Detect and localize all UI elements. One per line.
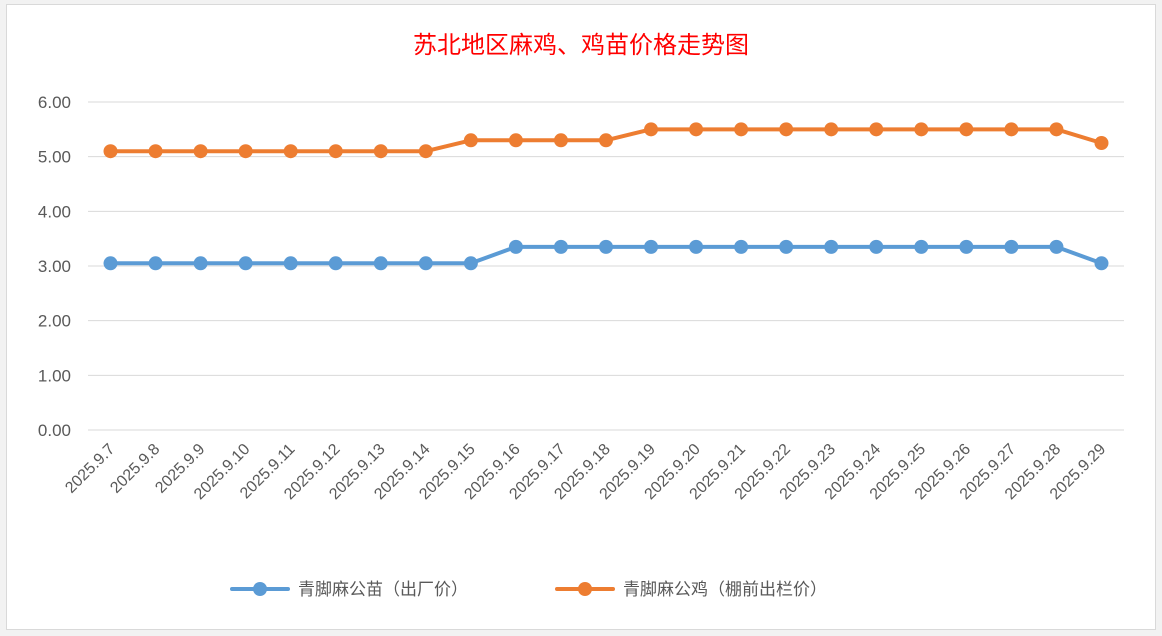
data-point	[644, 239, 659, 254]
data-point	[869, 239, 884, 254]
data-point	[148, 256, 163, 271]
y-tick-label: 4.00	[38, 202, 71, 221]
legend-swatch-marker	[253, 582, 267, 596]
data-point	[148, 144, 163, 159]
data-point	[418, 256, 433, 271]
series-lines	[103, 122, 1109, 271]
y-tick-label: 1.00	[38, 366, 71, 385]
legend-item: 青脚麻公鸡（棚前出栏价）	[555, 580, 827, 600]
series-1	[103, 239, 1109, 271]
data-point	[193, 144, 208, 159]
data-point	[238, 144, 253, 159]
data-point	[553, 239, 568, 254]
data-point	[914, 239, 929, 254]
y-tick-label: 5.00	[38, 148, 71, 167]
data-point	[599, 239, 613, 254]
data-point	[644, 122, 659, 137]
chart-area	[6, 4, 1156, 630]
data-point	[283, 144, 298, 159]
y-axis-tick-labels: 0.00 1.00 2.00 3.00 4.00 5.00 6.00	[38, 93, 71, 440]
legend: 青脚麻公苗（出厂价） 青脚麻公鸡（棚前出栏价）	[230, 580, 827, 600]
data-point	[553, 133, 568, 148]
y-tick-label: 6.00	[38, 93, 71, 112]
data-point	[328, 144, 343, 159]
data-point	[103, 256, 118, 271]
data-point	[734, 122, 749, 137]
data-point	[193, 256, 208, 271]
data-point	[734, 239, 749, 254]
data-point	[599, 133, 613, 148]
data-point	[463, 256, 478, 271]
data-point	[508, 133, 523, 148]
data-point	[1094, 136, 1109, 150]
data-point	[914, 122, 929, 137]
series-2	[103, 122, 1109, 159]
x-axis-tick-labels: 2025.9.72025.9.82025.9.92025.9.102025.9.…	[62, 441, 1109, 503]
data-point	[869, 122, 884, 137]
y-tick-label: 0.00	[38, 421, 71, 440]
data-point	[1049, 239, 1064, 254]
data-point	[959, 239, 974, 254]
data-point	[508, 239, 523, 254]
data-point	[689, 122, 704, 137]
legend-label: 青脚麻公苗（出厂价）	[298, 580, 468, 600]
data-point	[689, 239, 704, 254]
data-point	[959, 122, 974, 137]
data-point	[824, 122, 839, 137]
data-point	[103, 144, 118, 159]
data-point	[373, 256, 388, 271]
data-point	[1094, 256, 1109, 271]
chart-title: 苏北地区麻鸡、鸡苗价格走势图	[413, 31, 749, 59]
legend-swatch-marker	[578, 582, 592, 596]
data-point	[824, 239, 839, 254]
gridlines	[88, 101, 1124, 431]
data-point	[1004, 122, 1019, 137]
data-point	[1049, 122, 1064, 137]
legend-label: 青脚麻公鸡（棚前出栏价）	[623, 580, 827, 600]
data-point	[418, 144, 433, 159]
data-point	[328, 256, 343, 271]
data-point	[779, 239, 794, 254]
y-tick-label: 2.00	[38, 312, 71, 331]
data-point	[373, 144, 388, 159]
y-tick-label: 3.00	[38, 257, 71, 276]
data-point	[779, 122, 794, 137]
data-point	[1004, 239, 1019, 254]
legend-item: 青脚麻公苗（出厂价）	[230, 580, 468, 600]
data-point	[463, 133, 478, 148]
data-point	[283, 256, 298, 271]
data-point	[238, 256, 253, 271]
